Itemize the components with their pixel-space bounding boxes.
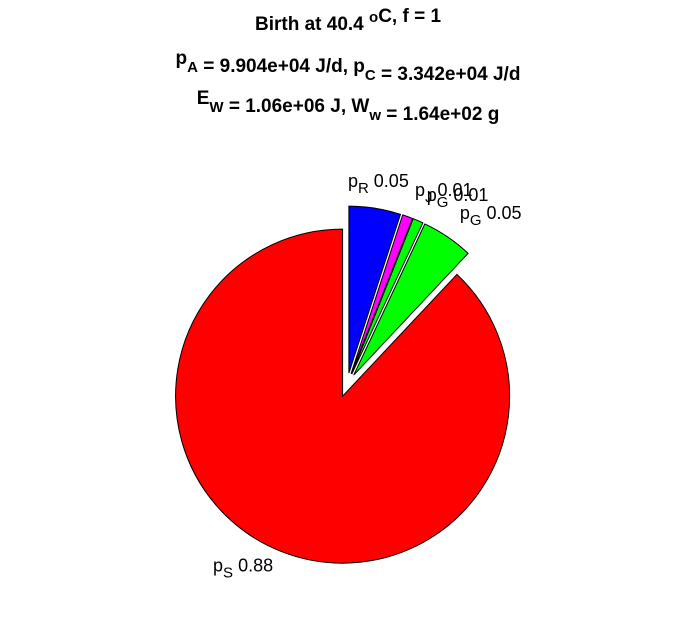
title-text: E [197, 88, 210, 109]
label-base: p [415, 180, 425, 200]
pie-slice [350, 214, 414, 374]
pie-slice [353, 223, 469, 376]
label-value: 0.01 [453, 185, 488, 205]
title-text: p [176, 48, 188, 69]
title-text: = 1.64e+02 g [381, 104, 499, 125]
label-value: 0.88 [238, 556, 273, 576]
label-base: p [213, 556, 223, 576]
title-text: = 9.904e+04 J/d, p [198, 56, 365, 77]
slice-label: pG 0.01 [427, 185, 489, 211]
title-line: pA = 9.904e+04 J/d, pC = 3.342e+04 J/d [176, 48, 521, 85]
pie-slice [175, 228, 511, 564]
label-base: p [460, 203, 470, 223]
title-sub: W [209, 99, 224, 116]
label-value: 0.05 [487, 203, 522, 223]
title-text: Birth at 40.4 [255, 14, 369, 35]
title-line: Birth at 40.4 oC, f = 1 [255, 6, 441, 35]
label-sub: S [223, 565, 233, 582]
chart-title: Birth at 40.4 oC, f = 1 pA = 9.904e+04 J/… [176, 6, 521, 125]
slice-label: pS 0.88 [213, 556, 273, 582]
label-value: 0.01 [438, 180, 473, 200]
label-base: p [427, 185, 437, 205]
label-sub: J [425, 189, 433, 206]
slice-label: pG 0.05 [460, 203, 522, 229]
title-sub: C [365, 67, 376, 84]
pie-slice [348, 205, 402, 374]
title-sup: o [369, 9, 378, 26]
label-sub: R [358, 180, 369, 197]
title-text: = 3.342e+04 J/d [376, 64, 521, 85]
title-text: = 1.06e+06 J, W [224, 96, 370, 117]
title-sub: w [368, 107, 381, 124]
title-text: C, f = 1 [378, 6, 441, 27]
label-sub: G [437, 194, 449, 211]
slice-label: pR 0.05 [348, 171, 409, 197]
label-base: p [348, 171, 358, 191]
label-value: 0.05 [374, 171, 409, 191]
label-sub: G [470, 212, 482, 229]
pie-slice [351, 218, 424, 375]
title-line: EW = 1.06e+06 J, Ww = 1.64e+02 g [197, 88, 500, 125]
slice-label: pJ 0.01 [415, 180, 473, 206]
title-sub: A [187, 59, 198, 76]
